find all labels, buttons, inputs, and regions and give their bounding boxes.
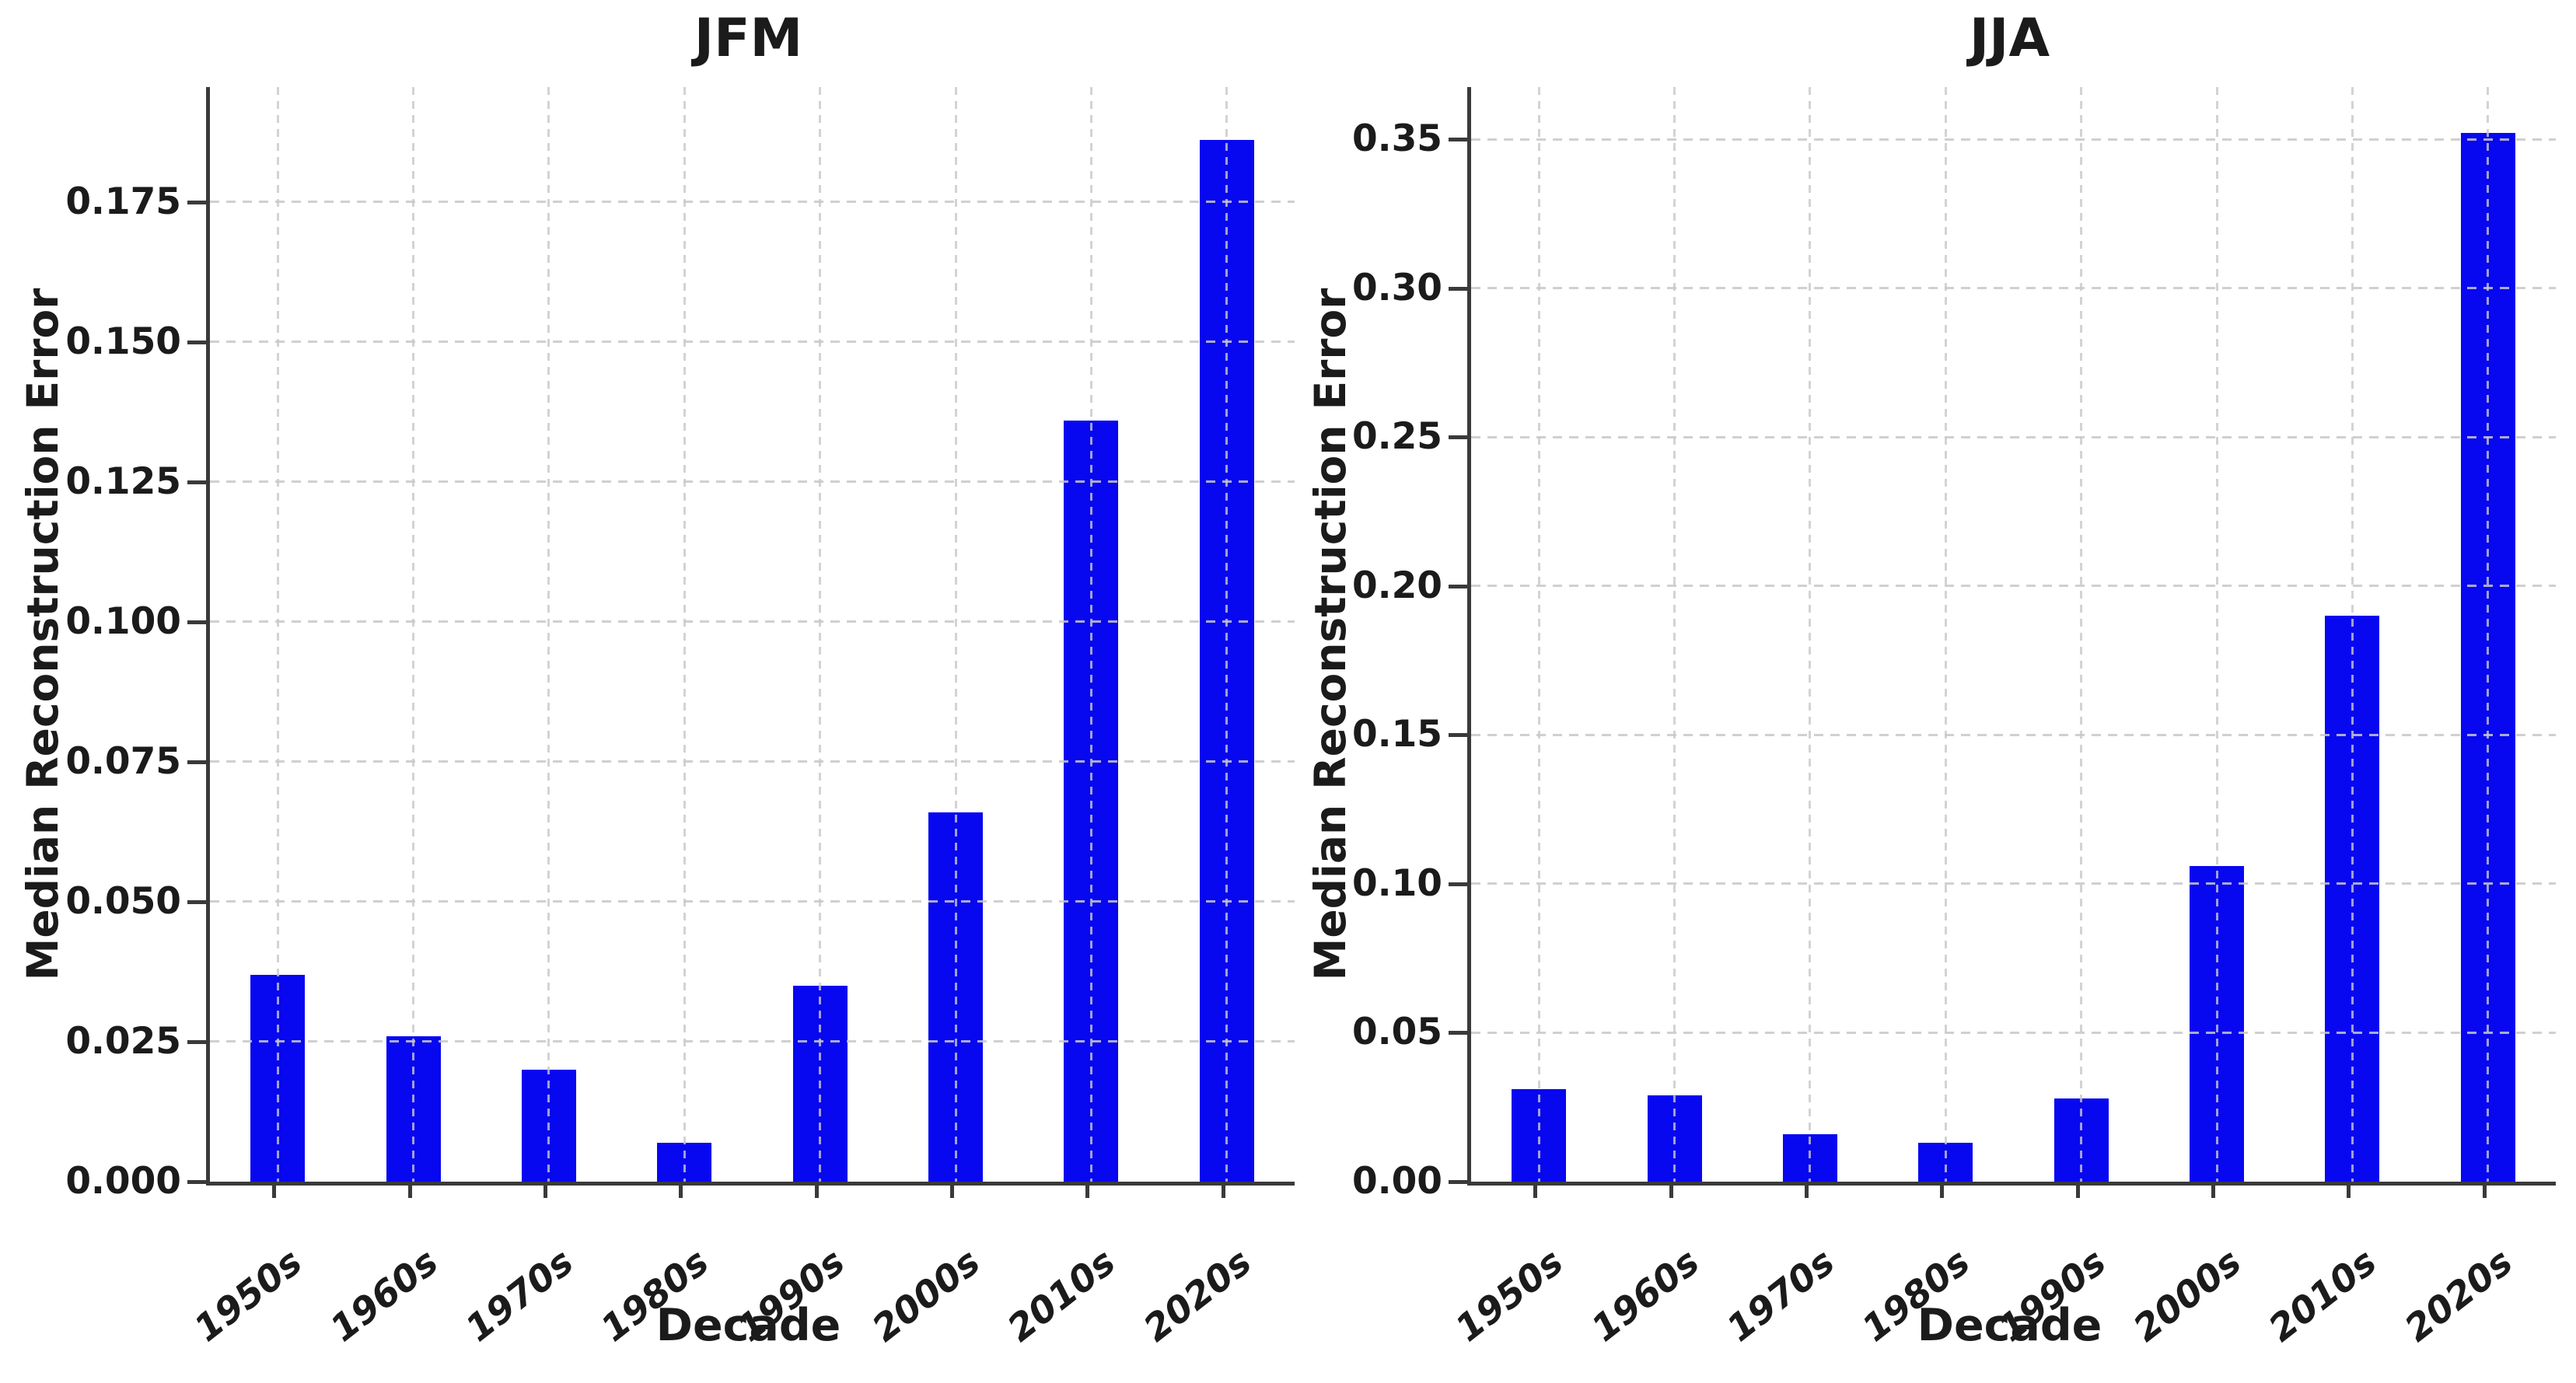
x-tick-label: 2000s [864, 1240, 988, 1350]
h-gridline [210, 1040, 1295, 1043]
y-tick-mark [1449, 882, 1467, 886]
y-tick-mark [187, 899, 206, 904]
y-tick-mark [187, 200, 206, 204]
plot-area [1467, 87, 2556, 1186]
h-gridline [1471, 882, 2556, 885]
x-tick-mark [1085, 1186, 1090, 1198]
v-gridline [1944, 87, 1947, 1182]
x-tick-mark [2075, 1186, 2080, 1198]
h-gridline [1471, 138, 2556, 141]
x-tick-mark [1940, 1186, 1945, 1198]
x-tick-mark [2482, 1186, 2487, 1198]
v-gridline [1673, 87, 1676, 1182]
v-gridline [2351, 87, 2354, 1182]
y-tick-label: 0.00 [1352, 1160, 1442, 1203]
x-tick-label: 2000s [2125, 1240, 2249, 1350]
x-tick-label: 2010s [1000, 1240, 1124, 1350]
x-tick-label: 2020s [1135, 1240, 1260, 1350]
h-gridline [210, 341, 1295, 344]
y-tick-label: 0.20 [1352, 564, 1442, 607]
plot-area [206, 87, 1295, 1186]
x-axis-label: Decade [655, 1300, 841, 1351]
x-tick-label: 1970s [457, 1240, 582, 1350]
h-gridline [1471, 435, 2556, 438]
y-tick-label: 0.125 [65, 459, 181, 503]
x-tick-mark [2347, 1186, 2351, 1198]
chart-title: JFM [694, 8, 803, 69]
y-tick-label: 0.30 [1352, 266, 1442, 309]
y-tick-label: 0.15 [1352, 713, 1442, 756]
x-tick-label: 1960s [1583, 1240, 1707, 1350]
x-tick-mark [1804, 1186, 1809, 1198]
v-gridline [1537, 87, 1540, 1182]
y-tick-mark [187, 1039, 206, 1044]
x-tick-mark [407, 1186, 412, 1198]
y-tick-mark [1449, 1031, 1467, 1036]
h-gridline [210, 760, 1295, 763]
h-gridline [210, 620, 1295, 623]
x-tick-mark [543, 1186, 547, 1198]
y-tick-mark [1449, 138, 1467, 142]
v-gridline [2215, 87, 2218, 1182]
x-tick-mark [814, 1186, 819, 1198]
chart-jfm: JFM Median Reconstruction Error Decade 0… [18, 8, 1295, 1351]
h-gridline [1471, 1031, 2556, 1034]
y-tick-mark [187, 480, 206, 484]
x-tick-mark [2211, 1186, 2216, 1198]
h-gridline [210, 900, 1295, 903]
h-gridline [210, 201, 1295, 204]
v-gridline [954, 87, 957, 1182]
h-gridline [1471, 733, 2556, 736]
v-gridline [1089, 87, 1092, 1182]
v-gridline [276, 87, 279, 1182]
y-tick-label: 0.050 [65, 879, 181, 923]
x-tick-label: 2010s [2261, 1240, 2386, 1350]
y-tick-mark [1449, 733, 1467, 738]
y-tick-label: 0.075 [65, 739, 181, 783]
x-tick-mark [679, 1186, 683, 1198]
h-gridline [210, 480, 1295, 484]
x-tick-mark [1533, 1186, 1538, 1198]
y-tick-label: 0.100 [65, 599, 181, 643]
y-tick-label: 0.25 [1352, 415, 1442, 459]
x-axis-label: Decade [1917, 1300, 2102, 1351]
y-tick-mark [1449, 1180, 1467, 1184]
v-gridline [2080, 87, 2083, 1182]
y-tick-mark [1449, 286, 1467, 291]
x-tick-label: 1950s [1448, 1240, 1572, 1350]
x-tick-mark [1669, 1186, 1673, 1198]
chart-title: JJA [1969, 8, 2050, 69]
v-gridline [1809, 87, 1812, 1182]
h-gridline [1471, 287, 2556, 290]
y-tick-mark [1449, 435, 1467, 440]
v-gridline [819, 87, 822, 1182]
x-tick-label: 1960s [322, 1240, 446, 1350]
y-tick-label: 0.150 [65, 320, 181, 363]
v-gridline [2487, 87, 2490, 1182]
y-tick-mark [187, 760, 206, 764]
v-gridline [547, 87, 551, 1182]
x-tick-label: 2020s [2396, 1240, 2521, 1350]
x-tick-mark [272, 1186, 277, 1198]
y-tick-label: 0.05 [1352, 1011, 1442, 1054]
y-tick-mark [187, 1180, 206, 1184]
y-tick-label: 0.10 [1352, 861, 1442, 905]
h-gridline [1471, 585, 2556, 588]
y-tick-label: 0.000 [65, 1160, 181, 1203]
v-gridline [1225, 87, 1229, 1182]
x-tick-label: 1970s [1718, 1240, 1843, 1350]
v-gridline [683, 87, 686, 1182]
y-tick-label: 0.35 [1352, 117, 1442, 161]
y-tick-mark [187, 620, 206, 624]
v-gridline [412, 87, 415, 1182]
chart-jja: JJA Median Reconstruction Error Decade 0… [1288, 0, 2576, 1383]
y-tick-mark [187, 340, 206, 344]
y-tick-mark [1449, 584, 1467, 588]
y-tick-label: 0.025 [65, 1019, 181, 1063]
x-tick-mark [950, 1186, 955, 1198]
x-tick-mark [1221, 1186, 1225, 1198]
y-tick-label: 0.175 [65, 180, 181, 223]
x-tick-label: 1950s [187, 1240, 311, 1350]
